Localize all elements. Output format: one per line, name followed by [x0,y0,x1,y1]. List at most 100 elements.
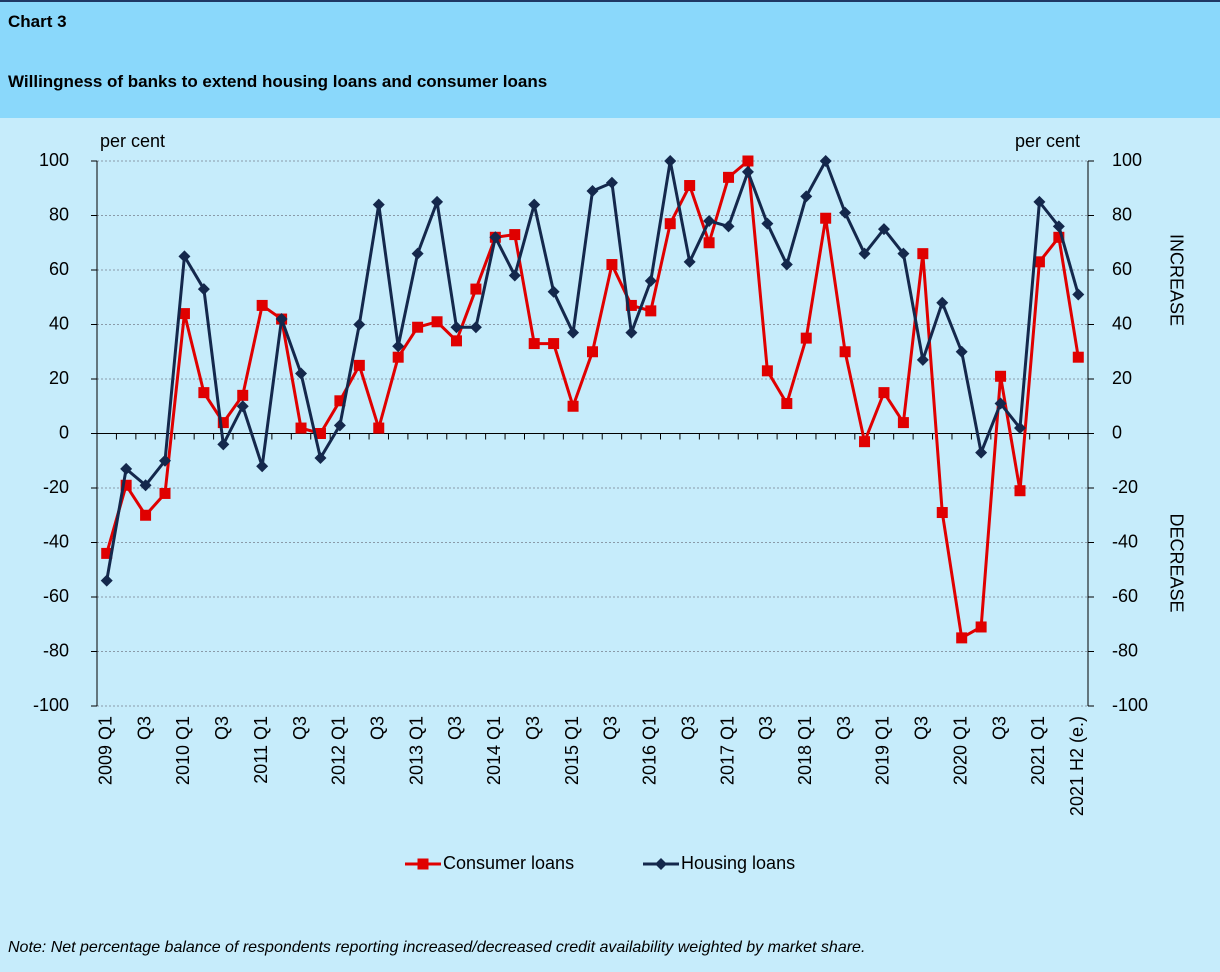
marker [392,340,405,353]
legend-label: Housing loans [681,853,795,873]
marker [936,507,948,519]
y-tick-label: -20 [43,477,69,497]
marker [178,250,191,263]
marker [450,321,463,334]
y2-tick-label: -60 [1112,586,1138,606]
marker [1052,220,1065,233]
marker [295,367,308,380]
marker [333,419,346,432]
x-tick-label: 2019 Q1 [873,716,893,785]
x-tick-label: 2013 Q1 [406,716,426,785]
x-tick-label: 2021 H2 (e.) [1067,716,1087,816]
marker [314,452,327,465]
marker [450,335,462,347]
x-tick-label: Q3 [290,716,310,740]
annotation: DECREASE [1166,513,1186,612]
marker [742,155,754,167]
marker [645,305,657,317]
marker [508,269,521,282]
marker [780,258,793,271]
marker [877,223,890,236]
marker [334,395,346,407]
marker [781,398,793,410]
marker [412,321,424,333]
marker [528,198,541,211]
x-tick-label: Q3 [523,716,543,740]
marker [1072,351,1084,363]
y2-axis-label: per cent [1015,131,1080,151]
marker [217,417,229,429]
marker [586,184,599,197]
marker [236,400,249,413]
marker [703,237,715,249]
marker [664,155,677,167]
marker [975,621,987,633]
x-tick-label: 2018 Q1 [795,716,815,785]
x-tick-label: 2011 Q1 [251,716,271,784]
chart-label: Chart 3 [8,12,67,31]
marker [431,316,443,328]
marker [392,351,404,363]
marker [994,397,1007,410]
x-tick-label: Q3 [989,716,1009,740]
marker [655,858,667,870]
marker [197,283,210,296]
marker [917,248,929,260]
marker [373,422,385,434]
marker [509,229,521,241]
y-axis-label: per cent [100,131,165,151]
y2-tick-label: 100 [1112,150,1142,170]
y-tick-label: 80 [49,204,69,224]
marker [741,165,754,178]
y2-tick-label: -20 [1112,477,1138,497]
marker [256,299,268,311]
marker [217,438,230,451]
y-tick-label: 20 [49,368,69,388]
marker [723,171,735,183]
marker [897,417,909,429]
marker [139,479,152,492]
y-tick-label: -40 [43,531,69,551]
marker [800,190,813,203]
marker [839,346,851,358]
marker [644,274,657,287]
y2-tick-label: 0 [1112,422,1122,442]
marker [605,176,618,189]
marker [956,632,968,644]
marker [295,422,307,434]
marker [1033,195,1046,208]
marker [897,247,910,260]
x-tick-label: 2010 Q1 [173,716,193,785]
x-tick-label: Q3 [834,716,854,740]
marker [417,858,429,870]
x-tick-label: 2014 Q1 [484,716,504,785]
marker [858,247,871,260]
chart-title: Willingness of banks to extend housing l… [8,72,547,91]
note: Note: Net percentage balance of responde… [8,939,865,956]
marker [198,387,210,399]
marker [839,206,852,219]
legend-label: Consumer loans [443,853,574,873]
marker [1072,288,1085,301]
marker [955,345,968,358]
y2-tick-label: -40 [1112,531,1138,551]
marker [353,359,365,371]
y-tick-label: 100 [39,150,69,170]
marker [878,387,890,399]
marker [820,212,832,224]
marker [548,338,560,350]
marker [1014,485,1026,497]
marker [159,487,171,499]
marker [800,332,812,344]
x-tick-label: 2021 Q1 [1028,716,1048,785]
marker [1013,422,1026,435]
marker [819,155,832,167]
marker [722,220,735,233]
marker [470,283,482,295]
x-tick-label: Q3 [212,716,232,740]
marker [664,218,676,230]
marker [567,326,580,339]
marker [859,436,871,448]
y-tick-label: -60 [43,586,69,606]
